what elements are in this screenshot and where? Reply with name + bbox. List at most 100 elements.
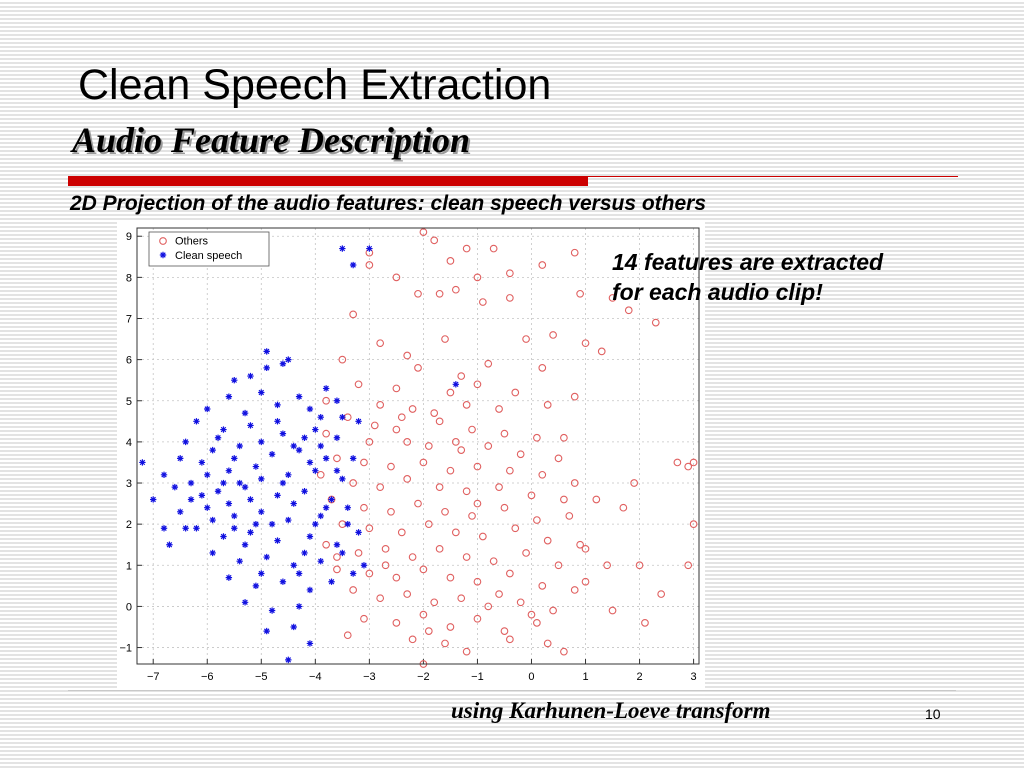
y-tick-label: 9 (126, 231, 132, 243)
y-tick-label: 6 (126, 355, 132, 367)
x-tick-label: −7 (147, 671, 160, 683)
others-point (489, 557, 498, 566)
others-point (522, 549, 530, 557)
clean-speech-point (295, 603, 303, 610)
y-tick-label: 3 (126, 478, 132, 490)
others-point (365, 438, 374, 446)
others-point (468, 512, 476, 520)
clean-speech-point (263, 627, 270, 635)
clean-speech-point (166, 541, 173, 548)
others-point (500, 503, 509, 512)
others-point (392, 619, 401, 627)
clean-speech-point (247, 496, 254, 503)
clean-speech-point (339, 245, 346, 252)
features-note-line1: 14 features are extracted (612, 249, 884, 275)
clean-speech-point (231, 376, 238, 384)
others-point (403, 590, 412, 598)
slide-subtitle: Audio Feature Description (72, 120, 471, 160)
others-point (365, 524, 374, 533)
others-point (414, 289, 422, 298)
others-point (673, 458, 682, 467)
clean-speech-point (317, 442, 324, 450)
others-point (511, 524, 520, 533)
others-point (500, 429, 509, 438)
others-point (349, 310, 358, 319)
x-tick-label: −3 (363, 671, 376, 683)
others-point (468, 425, 476, 434)
others-point (392, 425, 401, 434)
y-tick-label: 8 (126, 272, 132, 284)
clean-speech-point (285, 356, 292, 363)
others-point (473, 462, 482, 471)
others-point (484, 359, 493, 368)
legend-star-glyph (159, 251, 167, 259)
clean-speech-point (139, 459, 146, 466)
slide-title: Clean Speech Extraction (78, 61, 552, 109)
others-point (522, 335, 530, 343)
others-point (619, 503, 628, 512)
others-point (538, 581, 547, 590)
legend-box (148, 231, 270, 267)
others-point (581, 339, 590, 348)
others-point (506, 294, 514, 302)
others-point (424, 627, 433, 635)
clean-speech-point (204, 471, 211, 478)
clean-speech-point (258, 438, 265, 446)
others-point (630, 479, 639, 487)
others-point (354, 380, 363, 389)
clean-speech-point (333, 397, 341, 404)
others-point (435, 544, 444, 553)
clean-speech-point (160, 471, 168, 478)
others-point (435, 483, 444, 491)
others-point (538, 261, 547, 269)
others-point (419, 565, 428, 574)
y-tick-label: 1 (126, 560, 132, 572)
clean-speech-point (220, 533, 227, 540)
others-point (689, 458, 698, 467)
others-point (376, 339, 385, 348)
others-point (554, 561, 563, 570)
others-point (684, 561, 693, 570)
clean-speech-point (285, 471, 292, 478)
others-point (397, 528, 406, 537)
clean-speech-point (258, 389, 265, 396)
clean-speech-point (177, 508, 184, 516)
clean-speech-point (285, 656, 292, 664)
clean-speech-point (150, 496, 157, 503)
others-point (462, 647, 471, 656)
clean-speech-point (279, 360, 287, 367)
clean-speech-point (182, 525, 189, 532)
others-point (322, 429, 330, 438)
clean-speech-point (301, 434, 308, 441)
clean-speech-point (295, 446, 303, 454)
clean-speech-point (317, 512, 324, 520)
others-point (570, 248, 579, 257)
clean-speech-point (339, 549, 346, 557)
others-point (451, 528, 460, 537)
others-point (376, 594, 385, 603)
clean-speech-point (187, 479, 195, 487)
others-point (506, 269, 514, 278)
others-point (360, 503, 368, 512)
clean-speech-point (306, 405, 314, 413)
clean-speech-point (290, 623, 297, 631)
x-tick-label: −1 (471, 671, 484, 683)
clean-speech-point (236, 557, 243, 565)
others-point (538, 470, 547, 479)
clean-speech-point (241, 409, 249, 417)
clean-speech-point (263, 553, 270, 561)
others-point (403, 351, 412, 360)
others-point (435, 417, 444, 426)
others-point (603, 561, 611, 570)
others-point (430, 598, 439, 607)
others-point (360, 458, 368, 467)
method-note: using Karhunen-Loeve transform (451, 698, 771, 723)
clean-speech-point (344, 504, 351, 511)
others-point (462, 553, 471, 561)
plot-caption: 2D Projection of the audio features: cle… (70, 192, 707, 215)
clean-speech-point (349, 570, 357, 577)
y-tick-label: 2 (126, 519, 132, 531)
x-tick-label: 1 (582, 671, 588, 683)
clean-speech-point (306, 459, 314, 466)
clean-speech-point (236, 442, 243, 450)
